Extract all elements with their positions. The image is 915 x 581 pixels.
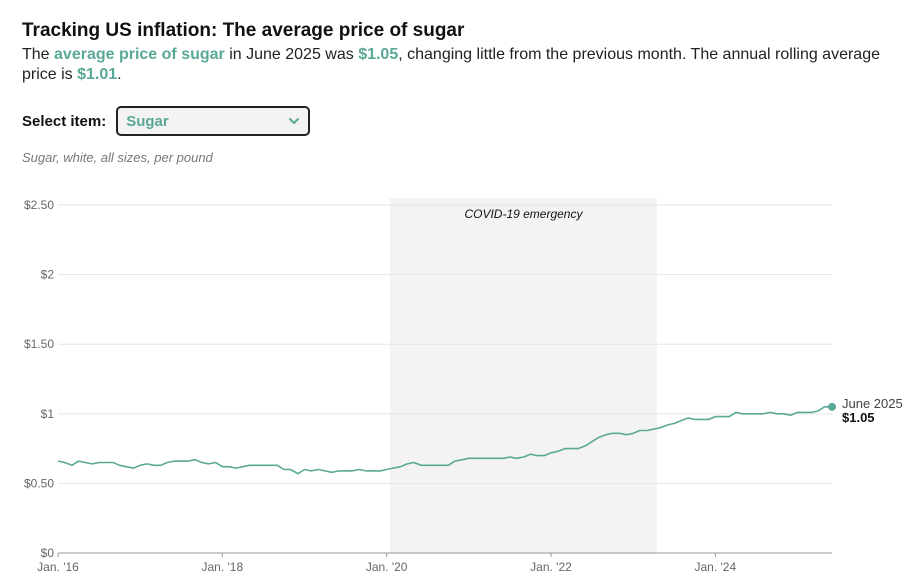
chart-subtitle: Sugar, white, all sizes, per pound	[22, 150, 213, 165]
current-price: $1.05	[358, 46, 399, 63]
description: The average price of sugar in June 2025 …	[22, 45, 907, 85]
y-tick-label: $0.50	[24, 476, 54, 490]
item-select-dropdown[interactable]: Sugar	[116, 106, 311, 136]
item-link[interactable]: average price of sugar	[54, 46, 225, 63]
y-tick-label: $2.50	[24, 198, 54, 212]
x-tick-label: Jan. '20	[366, 560, 408, 574]
desc-mid2: , changing little from the previous mont…	[22, 46, 880, 83]
y-tick-label: $1.50	[24, 337, 54, 351]
latest-value-label: $1.05	[842, 410, 875, 425]
y-tick-label: $1	[41, 407, 55, 421]
y-tick-label: $0	[41, 546, 55, 560]
x-tick-label: Jan. '24	[694, 560, 736, 574]
x-tick-label: Jan. '18	[202, 560, 244, 574]
select-item-label: Select item:	[22, 112, 107, 130]
x-tick-label: Jan. '16	[37, 560, 79, 574]
covid-shaded-region	[389, 198, 657, 554]
selected-item-value: Sugar	[126, 112, 169, 130]
rolling-average-price: $1.01	[77, 66, 118, 83]
page-title: Tracking US inflation: The average price…	[22, 20, 465, 41]
desc-mid1: in June 2025 was	[224, 46, 359, 63]
desc-prefix: The	[22, 46, 55, 63]
y-tick-label: $2	[41, 268, 55, 282]
covid-annotation: COVID-19 emergency	[464, 207, 583, 221]
chevron-down-icon	[289, 118, 300, 124]
latest-data-point	[828, 402, 836, 411]
x-tick-label: Jan. '22	[530, 560, 572, 574]
item-selector-row: Select item: Sugar	[22, 106, 311, 136]
desc-end: .	[117, 66, 122, 83]
sugar-price-line	[57, 405, 832, 475]
latest-date-label: June 2025	[842, 396, 903, 411]
